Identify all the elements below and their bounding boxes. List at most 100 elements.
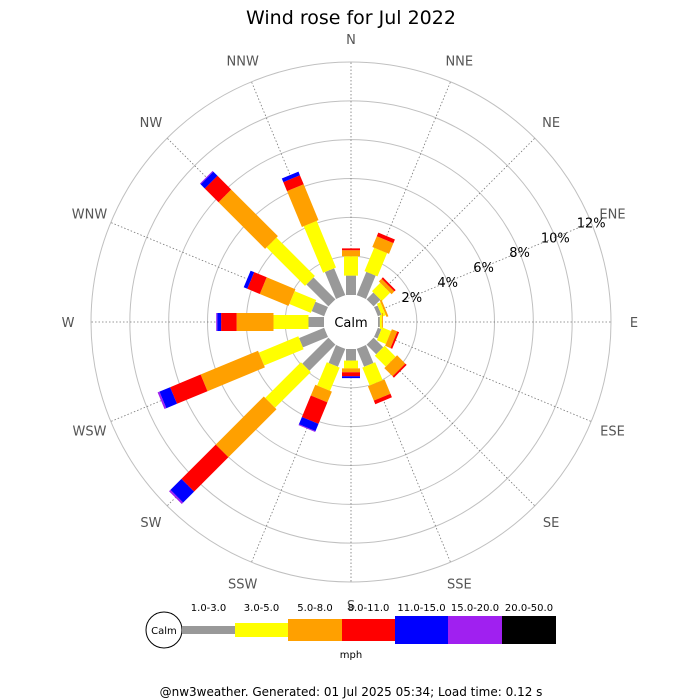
petal-segment-wnw xyxy=(247,272,267,294)
petal-segment-ssw xyxy=(301,395,328,424)
petal-segment-se xyxy=(374,345,396,367)
radial-tick-label: 4% xyxy=(437,276,458,291)
legend-bin-label: 8.0-11.0 xyxy=(348,603,390,614)
legend-swatch xyxy=(448,616,502,644)
petal-segment-nw xyxy=(204,175,232,203)
petal-segment-wsw xyxy=(200,350,265,392)
petal-segment-nne xyxy=(372,236,394,254)
legend-bin-label: 3.0-5.0 xyxy=(244,603,279,614)
petal-segment-wnw xyxy=(311,301,328,317)
direction-label-ne: NE xyxy=(542,116,560,131)
legend-swatch xyxy=(395,616,448,644)
petal-segment-se xyxy=(392,363,407,378)
radial-tick-label: 2% xyxy=(401,291,422,306)
petal-segment-nw xyxy=(266,237,315,286)
petal-segment-wsw xyxy=(299,327,328,348)
radial-tick-labels: 2% 4% 6% 8% 10% 12% xyxy=(401,217,605,306)
petal-segment-wnw xyxy=(243,270,255,289)
direction-label-ene: ENE xyxy=(599,208,625,223)
petal-segment-ene xyxy=(376,302,386,317)
petal-segment-ese xyxy=(376,327,392,344)
grid-spoke xyxy=(369,137,536,304)
petal-segment-s xyxy=(342,376,360,379)
direction-label-nw: NW xyxy=(140,116,163,131)
petal-segment-sw xyxy=(170,478,195,503)
calm-label: Calm xyxy=(334,316,367,331)
petal-segment-sw xyxy=(169,489,184,504)
grid-circle xyxy=(129,100,573,544)
petal-segment-wnw xyxy=(259,277,296,306)
petal-segment-sse xyxy=(373,393,392,405)
petal-segment-n xyxy=(342,248,360,251)
petal-segment-nnw xyxy=(303,220,336,273)
petal-segment-w xyxy=(273,315,309,329)
direction-label-e: E xyxy=(630,316,638,331)
grid-spoke xyxy=(360,346,451,563)
direction-labels: N NNE NE ENE E ESE SE SSE S SSW SW WSW W WNW NW NNW xyxy=(62,33,639,614)
legend-swatch xyxy=(235,623,288,637)
petal-segment-s xyxy=(342,368,360,373)
direction-label-se: SE xyxy=(543,516,559,531)
grid-spoke xyxy=(375,331,592,422)
petal-segment-n xyxy=(344,256,358,276)
direction-label-wsw: WSW xyxy=(73,424,107,439)
petal-segment-ese xyxy=(374,327,382,339)
petal-segment-nw xyxy=(199,170,214,185)
legend-swatch xyxy=(502,616,556,644)
legend-bin-label: 11.0-15.0 xyxy=(397,603,445,614)
petal-segment-wsw xyxy=(159,387,177,409)
petal-segment-ene xyxy=(379,299,389,317)
radial-tick-label: 8% xyxy=(509,246,530,261)
petal-segment-sse xyxy=(356,345,374,367)
petal-segment-nnw xyxy=(281,171,300,183)
direction-label-ssw: SSW xyxy=(228,578,258,593)
radial-tick-label: 6% xyxy=(473,261,494,276)
grid-circle xyxy=(90,61,612,583)
petal-segment-ssw xyxy=(310,384,332,403)
petal-segment-nw xyxy=(306,277,336,307)
petal-segment-w xyxy=(308,317,324,327)
petal-segment-nne xyxy=(376,232,395,244)
petal-segment-sw xyxy=(265,362,311,408)
grid-spoke xyxy=(375,222,592,313)
direction-label-nnw: NNW xyxy=(227,55,259,70)
footer-text: @nw3weather. Generated: 01 Jul 2025 05:3… xyxy=(160,685,543,699)
calm-center: Calm xyxy=(324,295,378,349)
petal-segment-sse xyxy=(362,362,383,386)
direction-label-ese: ESE xyxy=(600,424,625,439)
petal-segment-wsw xyxy=(170,374,208,404)
petal-segment-ne xyxy=(378,278,395,295)
legend-bins: 1.0-3.0 3.0-5.0 5.0-8.0 8.0-11.0 11.0-15.0 15… xyxy=(182,603,556,644)
petal-segment-nnw xyxy=(287,184,319,227)
direction-label-w: W xyxy=(62,316,75,331)
petal-segment-se xyxy=(366,337,384,355)
petal-segment-n xyxy=(346,275,356,295)
legend-bin-label: 1.0-3.0 xyxy=(191,603,226,614)
petal-segment-ne xyxy=(381,277,396,292)
legend-swatch xyxy=(182,626,235,634)
legend-bin-label: 5.0-8.0 xyxy=(297,603,332,614)
legend-swatch xyxy=(288,619,342,641)
petal-segment-w xyxy=(236,313,274,331)
direction-label-sse: SSE xyxy=(447,578,472,593)
petal-segment-e xyxy=(378,317,380,327)
legend-bin-label: 20.0-50.0 xyxy=(505,603,553,614)
direction-label-s: S xyxy=(347,599,355,614)
legend-bin-label: 15.0-20.0 xyxy=(451,603,499,614)
petal-segment-nne xyxy=(356,271,376,299)
legend-swatch xyxy=(342,619,395,641)
petal-segment-wsw xyxy=(258,336,304,366)
petal-segment-ssw xyxy=(298,417,319,432)
petal-segment-ssw xyxy=(328,345,346,367)
petal-segment-sw xyxy=(302,337,336,371)
calm-circle xyxy=(324,295,378,349)
legend-calm-label: Calm xyxy=(151,626,177,637)
wind-petals xyxy=(157,170,407,504)
petal-segment-ne xyxy=(372,282,391,301)
chart-title: Wind rose for Jul 2022 xyxy=(246,7,456,29)
petal-segment-nw xyxy=(200,171,218,189)
direction-label-wnw: WNW xyxy=(72,208,108,223)
petal-segment-ese xyxy=(385,329,398,349)
petal-segment-s xyxy=(342,372,360,377)
petal-segment-ssw xyxy=(298,424,316,432)
